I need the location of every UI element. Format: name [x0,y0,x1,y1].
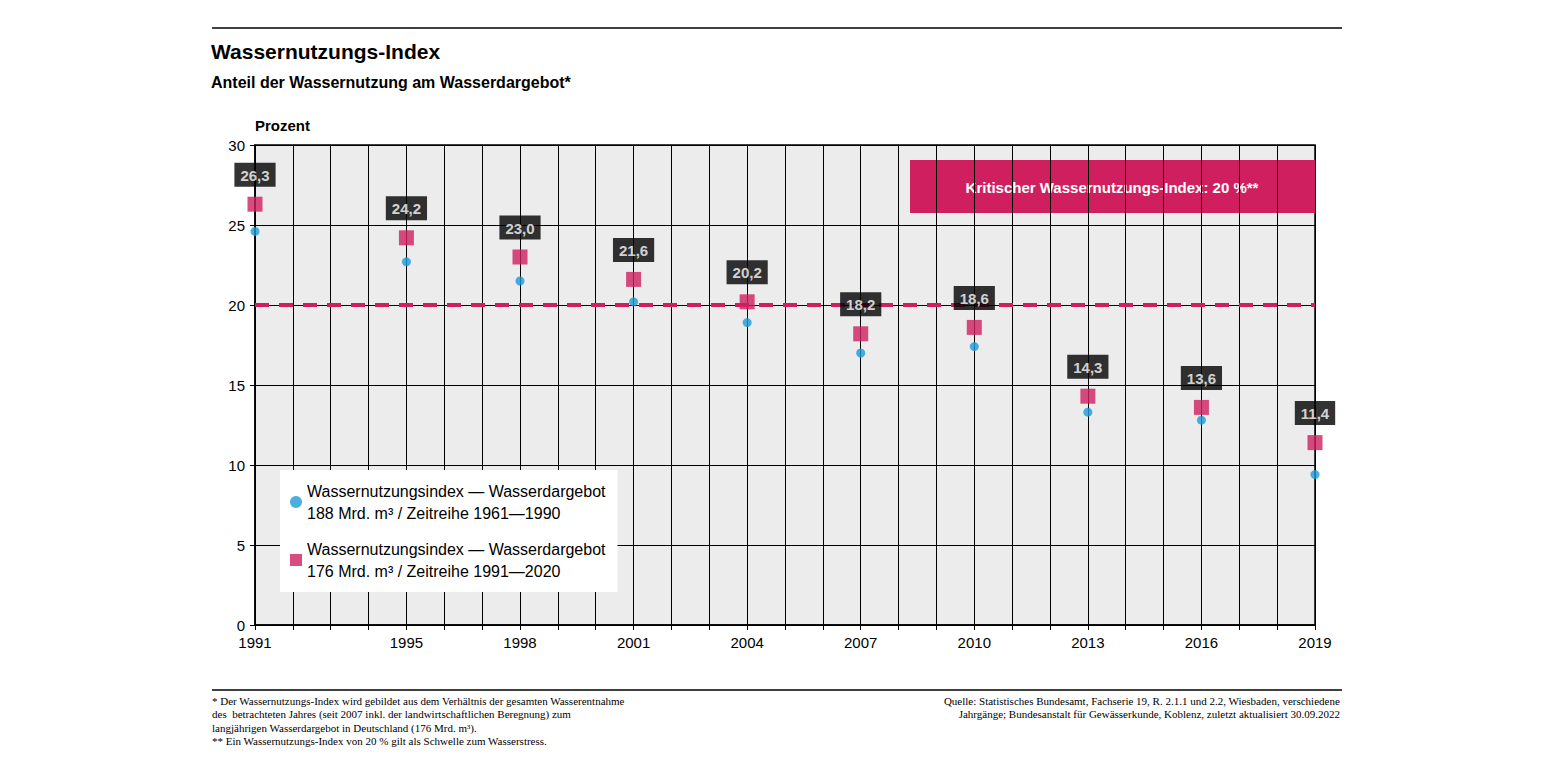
svg-text:23,0: 23,0 [505,220,534,237]
svg-text:2001: 2001 [617,634,650,651]
svg-text:30: 30 [228,137,245,154]
svg-text:5: 5 [237,537,245,554]
svg-text:Wassernutzungs-Index: Wassernutzungs-Index [211,40,440,63]
svg-text:25: 25 [228,217,245,234]
svg-text:0: 0 [237,617,245,634]
svg-text:* Der Wassernutzungs-Index wir: * Der Wassernutzungs-Index wird gebildet… [212,695,625,707]
svg-text:20: 20 [228,297,245,314]
svg-text:1998: 1998 [503,634,536,651]
svg-text:Wassernutzungsindex — Wasserda: Wassernutzungsindex — Wasserdargebot [307,541,606,558]
svg-text:** Ein Wassernutzungs-Index vo: ** Ein Wassernutzungs-Index von 20 % gil… [212,735,547,747]
svg-text:Prozent: Prozent [255,117,310,134]
svg-text:13,6: 13,6 [1187,370,1216,387]
svg-text:176 Mrd. m³ / Zeitreihe 1991—2: 176 Mrd. m³ / Zeitreihe 1991—2020 [307,563,561,580]
svg-text:1991: 1991 [238,634,271,651]
svg-text:Wassernutzungsindex — Wasserda: Wassernutzungsindex — Wasserdargebot [307,483,606,500]
svg-text:188 Mrd. m³ / Zeitreihe 1961—1: 188 Mrd. m³ / Zeitreihe 1961—1990 [307,505,561,522]
svg-text:24,2: 24,2 [392,200,421,217]
svg-text:2019: 2019 [1298,634,1331,651]
svg-text:2010: 2010 [958,634,991,651]
svg-text:15: 15 [228,377,245,394]
svg-text:26,3: 26,3 [240,167,269,184]
svg-text:18,6: 18,6 [960,290,989,307]
svg-text:Anteil der Wassernutzung am Wa: Anteil der Wassernutzung am Wasserdargeb… [211,74,572,91]
svg-text:2004: 2004 [730,634,763,651]
svg-text:18,2: 18,2 [846,296,875,313]
svg-text:des betrachteten Jahres (seit: des betrachteten Jahres (seit 2007 inkl.… [212,708,571,721]
svg-text:2016: 2016 [1185,634,1218,651]
svg-text:20,2: 20,2 [733,264,762,281]
svg-text:langjährigen Wasserdargebot in: langjährigen Wasserdargebot in Deutschla… [212,722,477,735]
svg-text:Jahrgänge; Bundesanstalt für G: Jahrgänge; Bundesanstalt für Gewässerkun… [959,708,1340,720]
svg-text:1995: 1995 [390,634,423,651]
svg-text:Kritischer Wassernutzungs-Inde: Kritischer Wassernutzungs-Index: 20 %** [966,179,1259,196]
svg-text:14,3: 14,3 [1073,359,1102,376]
svg-text:2007: 2007 [844,634,877,651]
svg-text:11,4: 11,4 [1301,405,1330,422]
svg-text:2013: 2013 [1071,634,1104,651]
svg-text:21,6: 21,6 [619,242,648,259]
svg-text:Quelle: Statistisches Bundesam: Quelle: Statistisches Bundesamt, Fachser… [944,695,1340,707]
svg-text:10: 10 [228,457,245,474]
